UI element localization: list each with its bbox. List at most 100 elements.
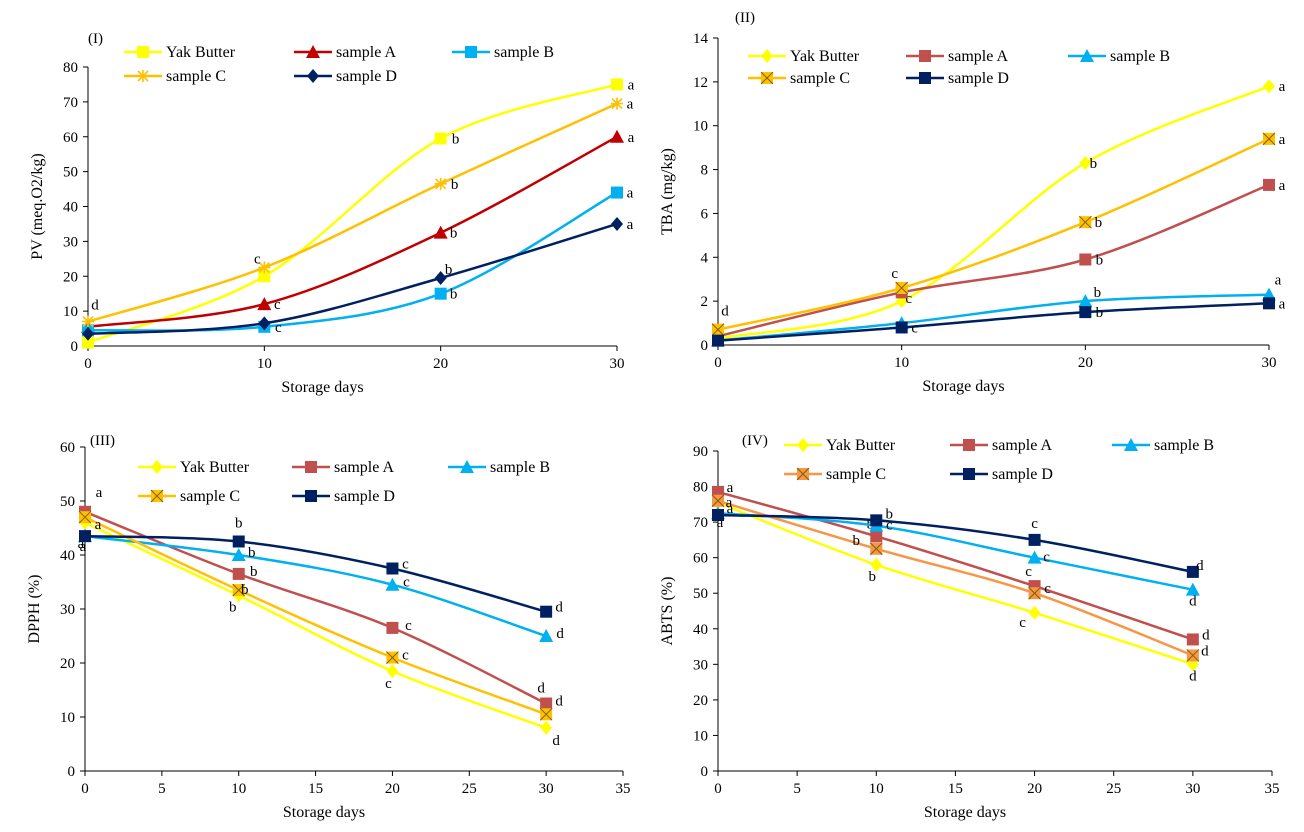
y-tick-label: 10	[693, 728, 708, 744]
significance-label: b	[1095, 215, 1103, 231]
significance-label: c	[891, 266, 898, 282]
significance-label: c	[1044, 581, 1051, 597]
data-point	[1027, 550, 1042, 564]
significance-label: b	[869, 569, 877, 585]
significance-label: c	[1043, 550, 1050, 566]
significance-label: a	[627, 97, 634, 113]
chart-panel-2: 0 2 4 6 8 10 12 14 0 10 20 30 Storage days TBA (mg/kg…	[659, 10, 1286, 395]
significance-label: b	[886, 506, 894, 522]
x-tick-label: 30	[1262, 355, 1277, 371]
panel-label: (IV)	[742, 433, 768, 449]
y-tick-label: 6	[701, 206, 709, 222]
significance-label: a	[726, 495, 733, 511]
y-tick-label: 2	[701, 294, 709, 310]
legend-marker	[797, 438, 809, 452]
chart-panel-4: 0 10 20 30 40 50 60 70 80 90 0 5 10 15 20 25 30 35 Storage…	[659, 433, 1280, 821]
significance-label: c	[905, 291, 912, 307]
x-axis-title: Storage days	[281, 379, 363, 396]
y-tick-label: 70	[693, 515, 708, 531]
series-yak-butter: bcd	[79, 515, 560, 749]
legend-item: sample D	[292, 488, 395, 505]
x-tick-label: 10	[894, 355, 909, 371]
legend-label: sample D	[336, 68, 397, 85]
legend-marker	[460, 460, 474, 473]
series-line	[84, 534, 547, 613]
x-tick-label: 30	[610, 356, 625, 372]
data-point	[1079, 155, 1092, 170]
significance-label: c	[911, 320, 918, 336]
legend-marker	[963, 468, 975, 480]
data-point	[1078, 215, 1092, 229]
y-axis-title: PV (meq.O2/kg)	[29, 153, 46, 259]
series-line	[87, 102, 618, 323]
series-line	[87, 222, 618, 336]
panel-label: (I)	[88, 31, 103, 47]
data-point	[386, 562, 399, 575]
chart-panel-3: 0 10 20 30 40 50 60 0 5 10 15 20 25 30 35 Storage days D…	[26, 433, 631, 821]
legend-marker	[919, 72, 931, 84]
data-point	[711, 494, 725, 508]
significance-label: b	[241, 582, 249, 598]
data-point	[434, 287, 447, 300]
legend-label: Yak Butter	[166, 44, 236, 61]
series-line	[717, 513, 1194, 574]
data-point	[1186, 649, 1200, 662]
legend-label: sample A	[336, 44, 396, 61]
data-point	[1186, 633, 1199, 646]
x-tick-label: 20	[385, 781, 400, 797]
legend-item: sample B	[448, 459, 550, 476]
data-point	[869, 542, 883, 556]
data-point	[1079, 306, 1092, 319]
legend-label: sample B	[1154, 437, 1214, 454]
legend-marker	[150, 489, 164, 503]
series-yak-butter: ba	[82, 77, 635, 349]
x-tick-label: 15	[948, 781, 963, 797]
significance-label: b	[445, 262, 453, 278]
data-point	[82, 315, 94, 328]
data-point	[870, 530, 883, 543]
significance-label: a	[717, 515, 724, 531]
series-line	[84, 534, 547, 638]
significance-label: c	[886, 518, 893, 534]
legend-item: Yak Butter	[124, 44, 236, 61]
series-line	[717, 511, 1194, 591]
legend-marker	[1124, 438, 1138, 451]
significance-label: b	[450, 287, 458, 303]
significance-label: d	[1189, 668, 1197, 684]
significance-label: d	[1201, 643, 1209, 659]
x-tick-label: 20	[1078, 355, 1093, 371]
x-tick-label: 0	[714, 355, 722, 371]
series-sample-a: ba	[712, 178, 1286, 343]
legend-item: sample D	[294, 68, 397, 85]
y-tick-label: 90	[693, 444, 708, 460]
x-tick-label: 20	[1027, 781, 1042, 797]
significance-label: d	[1202, 627, 1210, 643]
data-point	[1262, 287, 1276, 301]
legend-item: Yak Butter	[748, 48, 860, 65]
legend-item: sample C	[138, 488, 240, 505]
y-tick-label: 12	[693, 75, 708, 91]
legend-marker	[796, 467, 810, 481]
data-point	[434, 177, 447, 190]
y-axis-title: TBA (mg/kg)	[659, 148, 676, 235]
data-point	[434, 270, 447, 285]
data-point	[82, 326, 94, 341]
data-point	[231, 548, 246, 561]
x-tick-label: 0	[84, 356, 92, 372]
series-yak-butter: bcd	[712, 495, 1199, 684]
y-tick-label: 10	[63, 304, 78, 320]
legend-marker	[137, 46, 149, 58]
legend-label: sample B	[1110, 48, 1170, 65]
x-tick-label: 10	[257, 356, 272, 372]
legend-marker	[963, 439, 975, 451]
data-point	[711, 323, 725, 337]
data-point	[1028, 533, 1041, 546]
significance-label: b	[452, 131, 460, 147]
y-tick-label: 20	[60, 656, 75, 672]
data-point	[1186, 565, 1199, 578]
data-point	[433, 225, 448, 239]
data-point	[611, 216, 623, 231]
legend-label: sample D	[948, 70, 1009, 87]
significance-label: d	[91, 298, 99, 314]
